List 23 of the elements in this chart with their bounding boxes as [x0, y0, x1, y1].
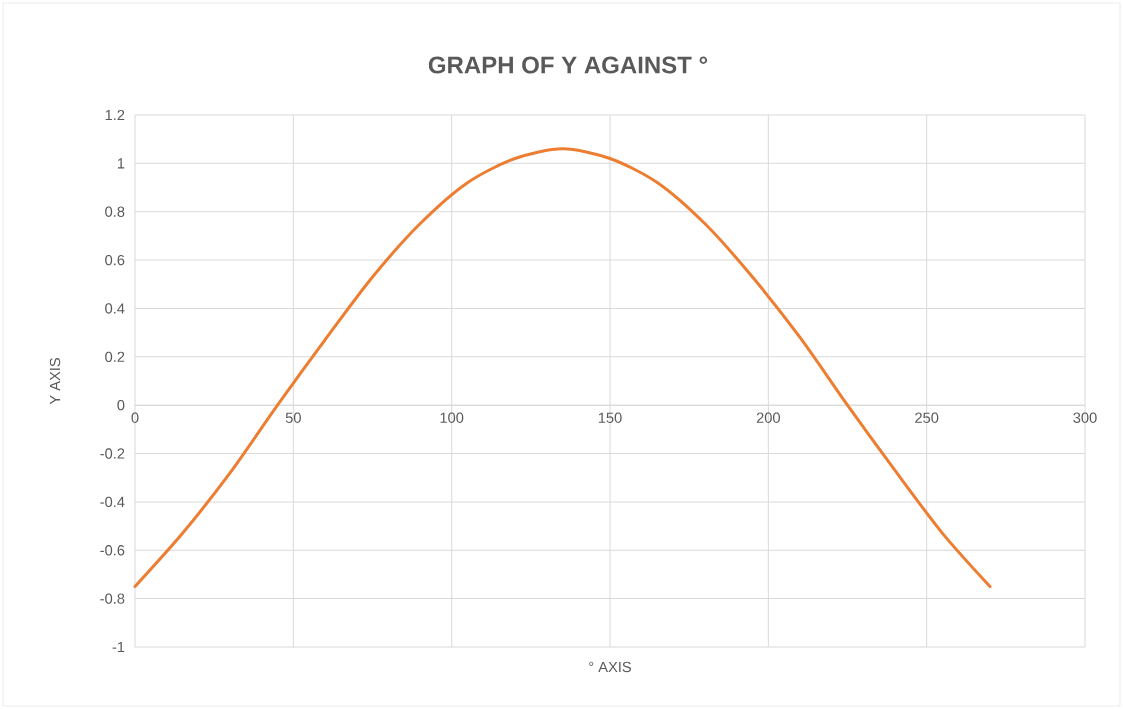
y-tick-label: 1 [117, 158, 125, 169]
x-tick-label: 100 [440, 412, 464, 423]
chart-title: GRAPH OF Y AGAINST ° [428, 56, 708, 74]
y-tick-label: -0.4 [100, 496, 125, 508]
x-tick-label: 50 [285, 412, 301, 423]
y-tick-label: 0.2 [105, 351, 125, 362]
x-tick-label: 250 [915, 412, 939, 423]
y-tick-label: 0.6 [105, 254, 125, 266]
line-series [133, 147, 992, 589]
y-tick-label: 1.2 [105, 109, 125, 121]
x-tick-label: 200 [756, 412, 780, 423]
y-tick-label: -1 [112, 641, 125, 653]
x-tick-label: 0 [131, 412, 139, 423]
y-tick-label: 0.8 [105, 206, 125, 217]
x-tick-label: 150 [598, 412, 622, 423]
y-tick-label: -0.8 [100, 593, 125, 604]
x-tick-label: 300 [1073, 412, 1097, 423]
y-tick-label: -0.6 [100, 545, 125, 556]
y-axis-title: Y AXIS [49, 358, 61, 405]
y-tick-label: 0 [117, 399, 125, 411]
y-tick-label: 0.4 [105, 303, 125, 314]
y-tick-label: -0.2 [100, 448, 125, 459]
x-axis-title: ° AXIS [589, 661, 631, 673]
